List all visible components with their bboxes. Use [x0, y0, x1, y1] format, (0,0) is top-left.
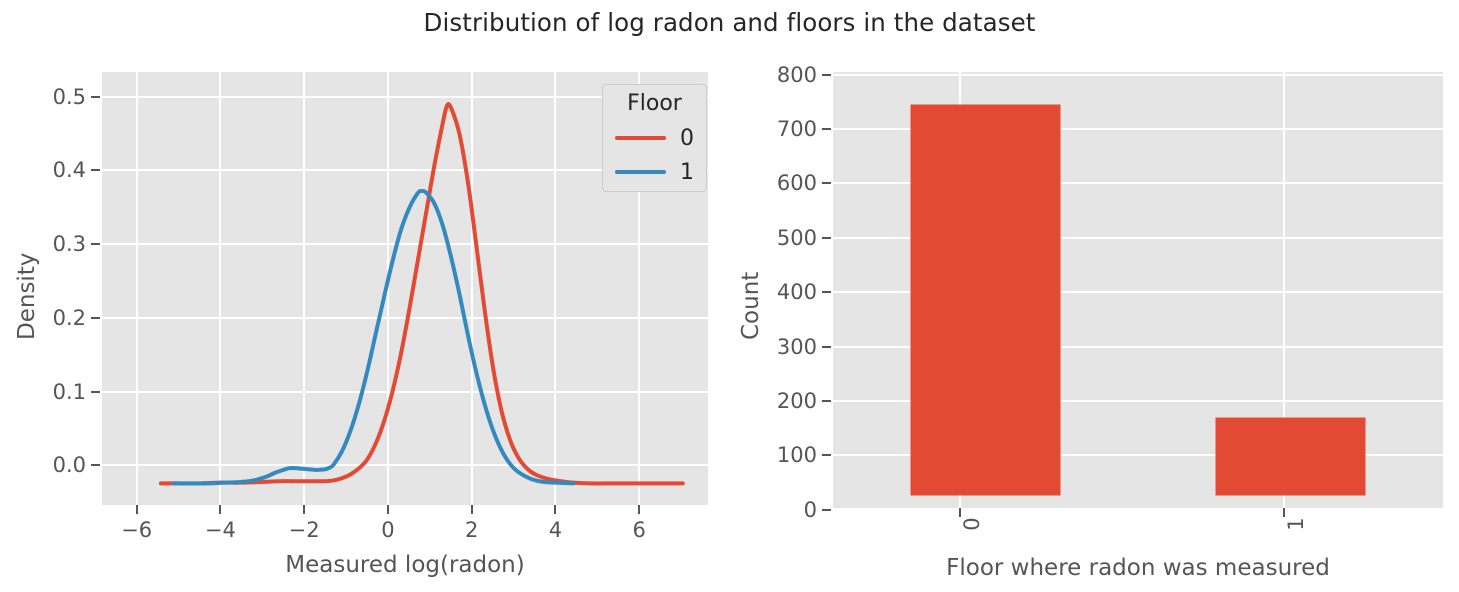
kde-gridline-y — [102, 316, 708, 319]
kde-gridline-x — [554, 72, 557, 505]
kde-xtick — [219, 505, 222, 514]
bar-ytick — [822, 182, 831, 185]
kde-ytick-label: 0.3 — [52, 232, 86, 256]
kde-ytick — [91, 390, 100, 393]
kde-ytick — [91, 243, 100, 245]
bar-gridline-y — [833, 236, 1443, 239]
bar-xtick-label: 1 — [1284, 517, 1308, 531]
bar-gridline-y — [833, 508, 1443, 511]
kde-gridline-x — [135, 72, 138, 505]
kde-ytick-label: 0.1 — [52, 379, 86, 404]
legend-item-floor-1[interactable]: 1 — [615, 155, 694, 189]
bar-ytick — [822, 399, 831, 402]
bar-series — [910, 104, 1366, 496]
kde-ytick — [91, 169, 100, 172]
kde-ytick — [91, 95, 100, 98]
kde-curve-floor-1 — [171, 188, 576, 486]
bar-xaxis-label: Floor where radon was measured — [946, 555, 1330, 581]
kde-xtick — [135, 505, 138, 514]
kde-xtick-label: 4 — [548, 518, 563, 542]
kde-gridline-y — [102, 464, 708, 467]
bar-gridline-x — [1283, 72, 1285, 508]
kde-ytick — [91, 464, 100, 467]
kde-ytick-label: 0.5 — [52, 84, 86, 109]
kde-yaxis-label: Density — [14, 252, 40, 340]
bar-floor-0[interactable] — [910, 104, 1061, 496]
kde-xtick-label: −6 — [121, 518, 153, 542]
legend-item-floor-0[interactable]: 0 — [615, 121, 694, 155]
bar-xtick — [959, 508, 961, 517]
bar-ytick-label: 600 — [776, 171, 817, 196]
bar-ytick-label: 700 — [776, 116, 817, 141]
kde-ytick-label: 0.0 — [52, 453, 86, 478]
bar-ytick — [822, 236, 831, 239]
kde-ytick — [91, 316, 100, 319]
kde-gridline-y — [102, 243, 708, 245]
kde-xaxis-label: Measured log(radon) — [285, 552, 525, 578]
bar-yaxis-label: Count — [738, 271, 764, 340]
kde-xtick-label: 0 — [381, 518, 395, 542]
bar-ytick-label: 200 — [776, 388, 817, 413]
kde-curve-floor-0 — [158, 102, 685, 486]
kde-curves — [158, 102, 685, 486]
figure-title: Distribution of log radon and floors in … — [423, 8, 1036, 37]
kde-xtick — [470, 505, 473, 514]
kde-gridline-y — [102, 390, 708, 393]
bar-ytick-label: 400 — [776, 280, 817, 305]
legend-swatch-floor-0 — [615, 136, 666, 140]
legend-label-floor-0: 0 — [680, 125, 694, 151]
bar-gridline-y — [833, 454, 1443, 457]
bar-floor-1[interactable] — [1215, 417, 1366, 496]
bar-ytick — [822, 291, 831, 294]
bar-gridline-y — [833, 182, 1443, 185]
kde-gridline-x — [303, 72, 306, 505]
kde-xtick — [554, 505, 557, 514]
bar-ytick-label: 100 — [776, 443, 817, 468]
bar-ytick — [822, 345, 831, 348]
bar-xtick-label: 0 — [960, 517, 984, 531]
kde-xtick-label: −4 — [204, 518, 236, 542]
legend-title: Floor — [627, 91, 682, 116]
kde-axes: 0.5 0.4 0.3 0.2 0.1 0.0 −6 −4 −2 0 2 4 6… — [14, 72, 708, 578]
bar-ytick — [822, 127, 831, 130]
bar-gridline-y — [833, 127, 1443, 130]
kde-xtick-label: −2 — [288, 518, 320, 542]
count-bar-axes: 800 700 600 500 400 300 200 100 0 0 1 Fl… — [738, 63, 1443, 581]
bar-gridline-y — [833, 345, 1443, 348]
bar-ytick-label: 300 — [776, 334, 817, 359]
bar-ytick-label: 800 — [776, 62, 817, 87]
legend-label-floor-1: 1 — [680, 159, 694, 185]
bar-ytick — [822, 508, 831, 511]
kde-legend[interactable]: Floor 0 1 — [602, 84, 707, 192]
legend-swatch-floor-1 — [615, 170, 666, 174]
kde-gridline-x — [638, 72, 641, 505]
bar-ytick — [822, 73, 831, 76]
kde-gridline-y — [102, 169, 708, 172]
bar-xtick — [1283, 508, 1285, 517]
bar-ytick — [822, 454, 831, 457]
kde-xtick — [303, 505, 306, 514]
bar-ytick-label: 500 — [776, 225, 817, 250]
kde-xtick-label: 6 — [632, 518, 646, 542]
kde-ytick-label: 0.2 — [52, 305, 86, 330]
bar-ytick-label: 0 — [803, 497, 817, 522]
bar-gridline-y — [833, 73, 1443, 76]
kde-xtick — [638, 505, 641, 514]
kde-xtick-label: 2 — [465, 518, 479, 542]
kde-gridline-x — [470, 72, 473, 505]
kde-gridline-x — [219, 72, 222, 505]
kde-xtick — [386, 505, 389, 514]
bar-gridline-y — [833, 291, 1443, 294]
bar-gridline-y — [833, 399, 1443, 402]
kde-gridline-y — [102, 95, 708, 98]
kde-ytick-label: 0.4 — [52, 158, 86, 183]
